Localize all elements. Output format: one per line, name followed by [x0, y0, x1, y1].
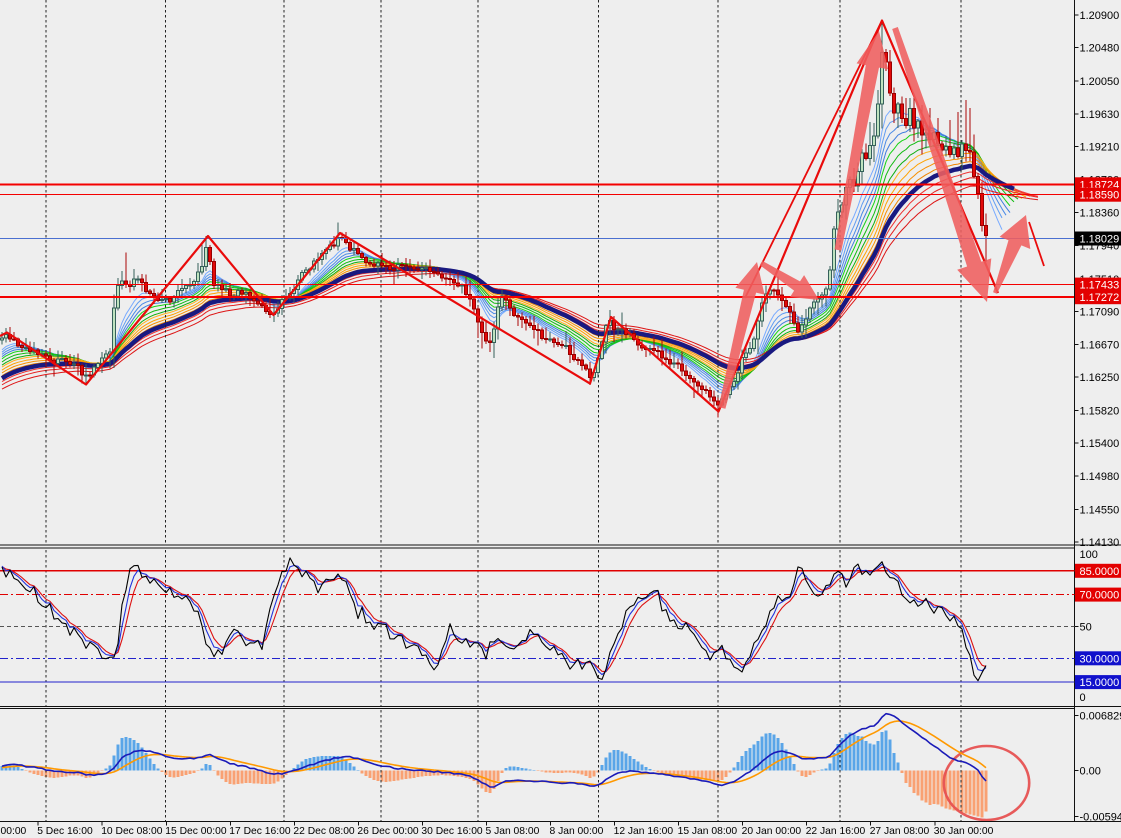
svg-text:1.19210: 1.19210: [1080, 142, 1120, 154]
svg-text:1.18590: 1.18590: [1080, 190, 1120, 202]
svg-text:15 Jan 08:00: 15 Jan 08:00: [678, 826, 738, 837]
svg-text:0.00: 0.00: [1080, 765, 1101, 777]
svg-text:30 Dec 16:00: 30 Dec 16:00: [421, 826, 483, 837]
svg-text:8 Jan 00:00: 8 Jan 00:00: [550, 826, 604, 837]
svg-text:1.14980: 1.14980: [1080, 471, 1120, 483]
svg-text:5 Jan 08:00: 5 Jan 08:00: [486, 826, 540, 837]
svg-text:27 Jan 08:00: 27 Jan 08:00: [870, 826, 930, 837]
svg-text:15.0000: 15.0000: [1080, 677, 1120, 689]
svg-text:22 Dec 08:00: 22 Dec 08:00: [293, 826, 355, 837]
svg-text:1.14130: 1.14130: [1080, 537, 1120, 549]
svg-text:26 Dec 00:00: 26 Dec 00:00: [357, 826, 419, 837]
svg-text:1.16670: 1.16670: [1080, 339, 1120, 351]
svg-text:1.17090: 1.17090: [1080, 307, 1120, 319]
svg-text:1.19630: 1.19630: [1080, 109, 1120, 121]
svg-text:22 Jan 16:00: 22 Jan 16:00: [806, 826, 866, 837]
svg-text:1.14550: 1.14550: [1080, 504, 1120, 516]
svg-text:00:00: 00:00: [1, 826, 27, 837]
svg-text:0.0068298: 0.0068298: [1080, 711, 1121, 723]
svg-text:100: 100: [1080, 549, 1098, 561]
svg-text:12 Jan 16:00: 12 Jan 16:00: [614, 826, 674, 837]
svg-text:1.16250: 1.16250: [1080, 372, 1120, 384]
svg-text:1.17272: 1.17272: [1080, 292, 1120, 304]
svg-text:85.0000: 85.0000: [1080, 566, 1120, 578]
svg-text:1.20480: 1.20480: [1080, 43, 1120, 55]
svg-text:1.20050: 1.20050: [1080, 76, 1120, 88]
svg-text:50: 50: [1080, 621, 1092, 633]
svg-text:20 Jan 00:00: 20 Jan 00:00: [742, 826, 802, 837]
svg-text:1.17433: 1.17433: [1080, 280, 1120, 292]
svg-text:1.18029: 1.18029: [1080, 234, 1120, 246]
svg-text:10 Dec 08:00: 10 Dec 08:00: [101, 826, 163, 837]
svg-text:5 Dec 16:00: 5 Dec 16:00: [37, 826, 93, 837]
svg-text:30 Jan 00:00: 30 Jan 00:00: [934, 826, 994, 837]
svg-text:1.15400: 1.15400: [1080, 438, 1120, 450]
svg-text:17 Dec 16:00: 17 Dec 16:00: [229, 826, 291, 837]
svg-text:0: 0: [1080, 692, 1086, 704]
svg-text:70.0000: 70.0000: [1080, 590, 1120, 602]
svg-text:1.20900: 1.20900: [1080, 10, 1120, 22]
svg-text:30.0000: 30.0000: [1080, 653, 1120, 665]
svg-text:15 Dec 00:00: 15 Dec 00:00: [165, 826, 227, 837]
svg-text:1.15820: 1.15820: [1080, 406, 1120, 418]
svg-text:1.18360: 1.18360: [1080, 208, 1120, 220]
